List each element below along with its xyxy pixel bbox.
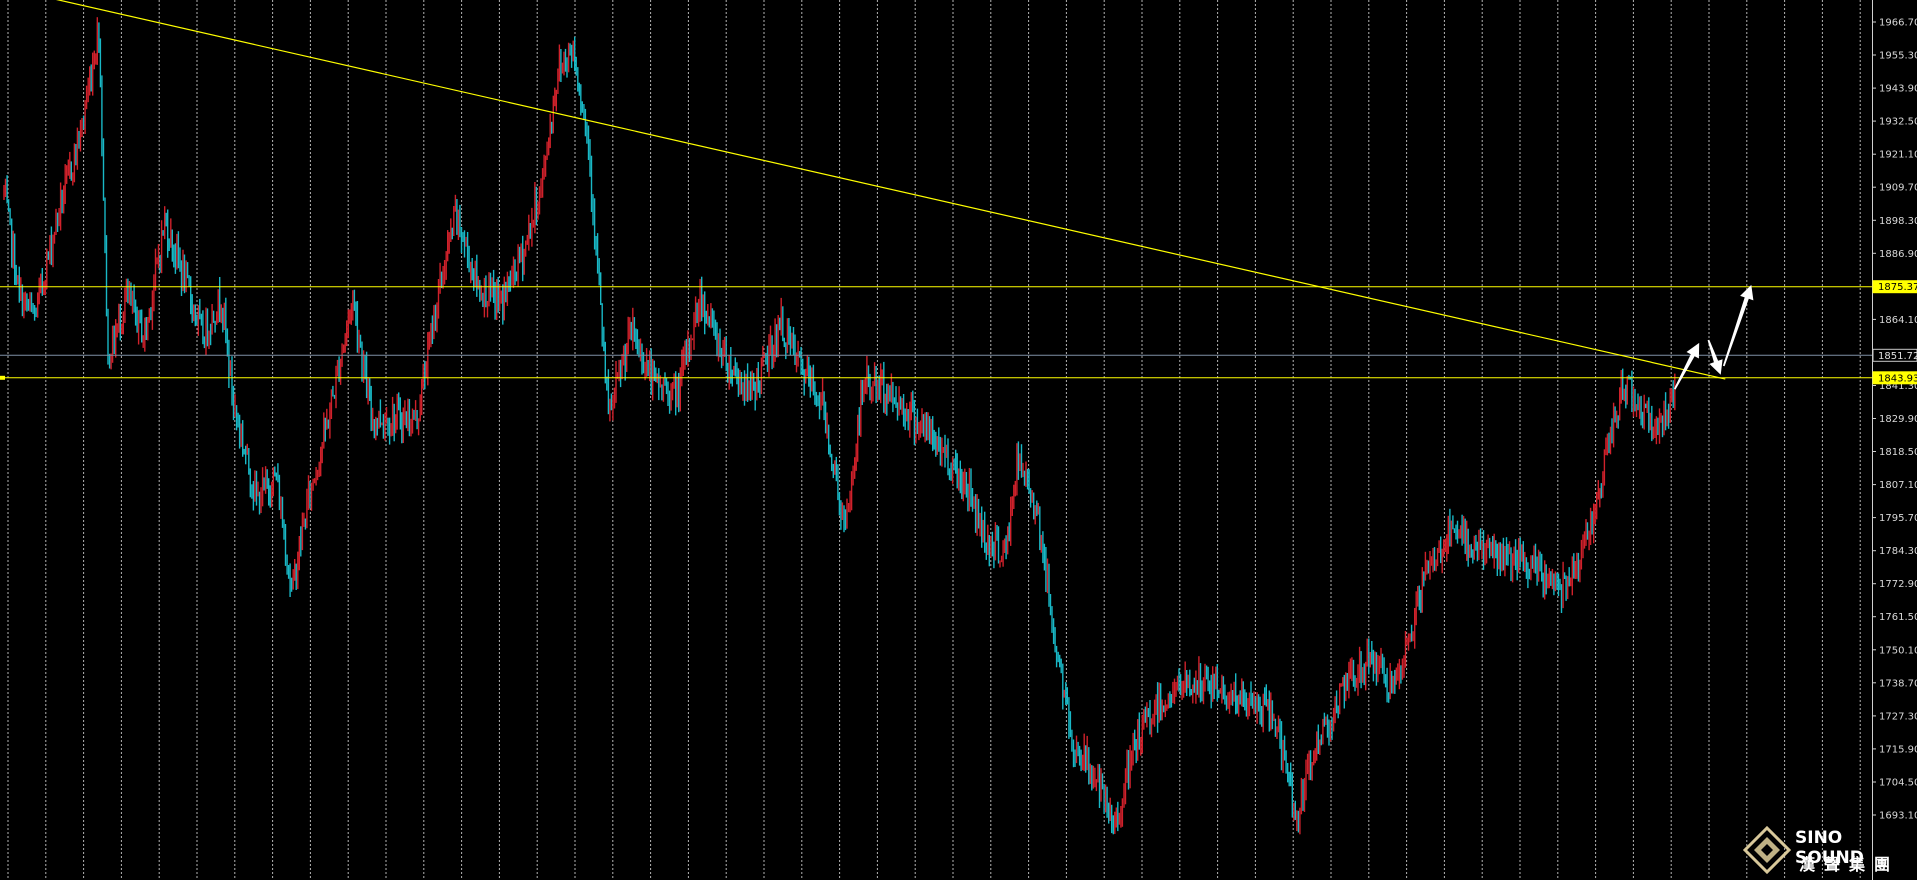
brand-name-en: SINO SOUND — [1795, 828, 1864, 868]
levels-layer — [0, 0, 1872, 380]
y-tick-label: 1909.70 — [1879, 183, 1917, 194]
price-tag-box — [1872, 280, 1917, 294]
grid-layer — [7, 0, 1861, 880]
y-tick-label: 1818.50 — [1879, 447, 1917, 458]
y-tick-label: 1966.70 — [1879, 18, 1917, 29]
price-axis-background — [1872, 0, 1917, 880]
y-tick-label: 1693.10 — [1879, 811, 1917, 822]
price-axis: 1966.70 1955.30 1943.90 1932.50 1921.10 1909.… — [1872, 0, 1917, 880]
forecast-arrow — [1707, 339, 1723, 375]
y-tick-label: 1772.90 — [1879, 579, 1917, 590]
forecast-arrow — [1722, 284, 1754, 367]
price-tag-box — [1872, 348, 1917, 362]
y-tick-label: 1864.10 — [1879, 315, 1917, 326]
price-tag-box — [1872, 371, 1917, 385]
y-tick-label: 1955.30 — [1879, 51, 1917, 62]
forecast-arrow — [1674, 342, 1700, 390]
price-tag-label: 1875.37 — [1878, 282, 1917, 293]
y-tick-label: 1715.90 — [1879, 744, 1917, 755]
y-tick-label: 1898.30 — [1879, 216, 1917, 227]
y-tick-label: 1738.70 — [1879, 678, 1917, 689]
y-tick-label: 1795.70 — [1879, 513, 1917, 524]
y-tick-label: 1750.10 — [1879, 645, 1917, 656]
diamond-logo-icon — [1743, 826, 1791, 874]
price-tag-label: 1843.93 — [1878, 373, 1917, 384]
y-tick-label: 1704.50 — [1879, 778, 1917, 789]
trendline — [55, 0, 1726, 380]
y-tick-label: 1727.30 — [1879, 711, 1917, 722]
price-tag-label: 1851.72 — [1878, 351, 1917, 362]
forecast-arrows-layer — [1674, 284, 1754, 390]
y-tick-label: 1807.10 — [1879, 480, 1917, 491]
brand-name-zh: 漢聲集團 — [1799, 855, 1900, 874]
y-tick-label: 1784.30 — [1879, 546, 1917, 557]
y-tick-label: 1761.50 — [1879, 612, 1917, 623]
y-tick-label: 1829.90 — [1879, 414, 1917, 425]
y-tick-label: 1932.50 — [1879, 117, 1917, 128]
y-tick-label: 1943.90 — [1879, 84, 1917, 95]
y-tick-label: 1886.90 — [1879, 249, 1917, 260]
level-marker — [0, 375, 5, 380]
y-tick-label: 1921.10 — [1879, 150, 1917, 161]
brand-logo: SINO SOUND 漢聲集團 — [1743, 824, 1913, 876]
y-tick-label: 1841.30 — [1879, 381, 1917, 392]
